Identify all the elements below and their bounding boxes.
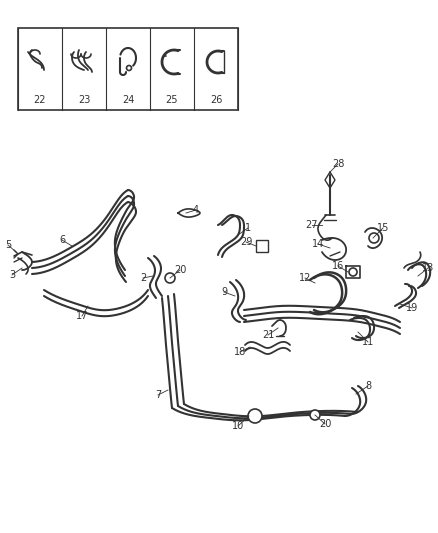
Text: 14: 14 [312,239,324,249]
Text: 16: 16 [332,261,344,271]
Text: 1: 1 [245,223,251,233]
Text: 11: 11 [362,337,374,347]
Circle shape [127,66,131,70]
Text: 20: 20 [174,265,186,275]
Text: 5: 5 [5,240,11,250]
Text: 9: 9 [221,287,227,297]
Text: 20: 20 [319,419,331,429]
Text: 7: 7 [155,390,161,400]
Text: 28: 28 [332,159,344,169]
Text: 22: 22 [34,95,46,105]
Text: 24: 24 [122,95,134,105]
Text: 8: 8 [365,381,371,391]
Text: 2: 2 [140,273,146,283]
Text: 25: 25 [166,95,178,105]
Bar [18,28,238,110]
Circle shape [349,268,357,276]
Text: 21: 21 [262,330,274,340]
Bar [256,240,268,252]
Text: 27: 27 [306,220,318,230]
Circle shape [310,410,320,420]
Text: 15: 15 [377,223,389,233]
Text: 17: 17 [76,311,88,321]
Text: 12: 12 [299,273,311,283]
Text: 3: 3 [9,270,15,280]
Text: 23: 23 [78,95,90,105]
Text: 26: 26 [210,95,222,105]
Circle shape [248,409,262,423]
Text: 29: 29 [240,237,252,247]
Text: 6: 6 [59,235,65,245]
Text: 10: 10 [232,421,244,431]
Circle shape [369,233,379,243]
Text: 13: 13 [422,263,434,273]
Text: 19: 19 [406,303,418,313]
Text: 4: 4 [193,205,199,215]
Circle shape [165,273,175,283]
Text: 18: 18 [234,347,246,357]
